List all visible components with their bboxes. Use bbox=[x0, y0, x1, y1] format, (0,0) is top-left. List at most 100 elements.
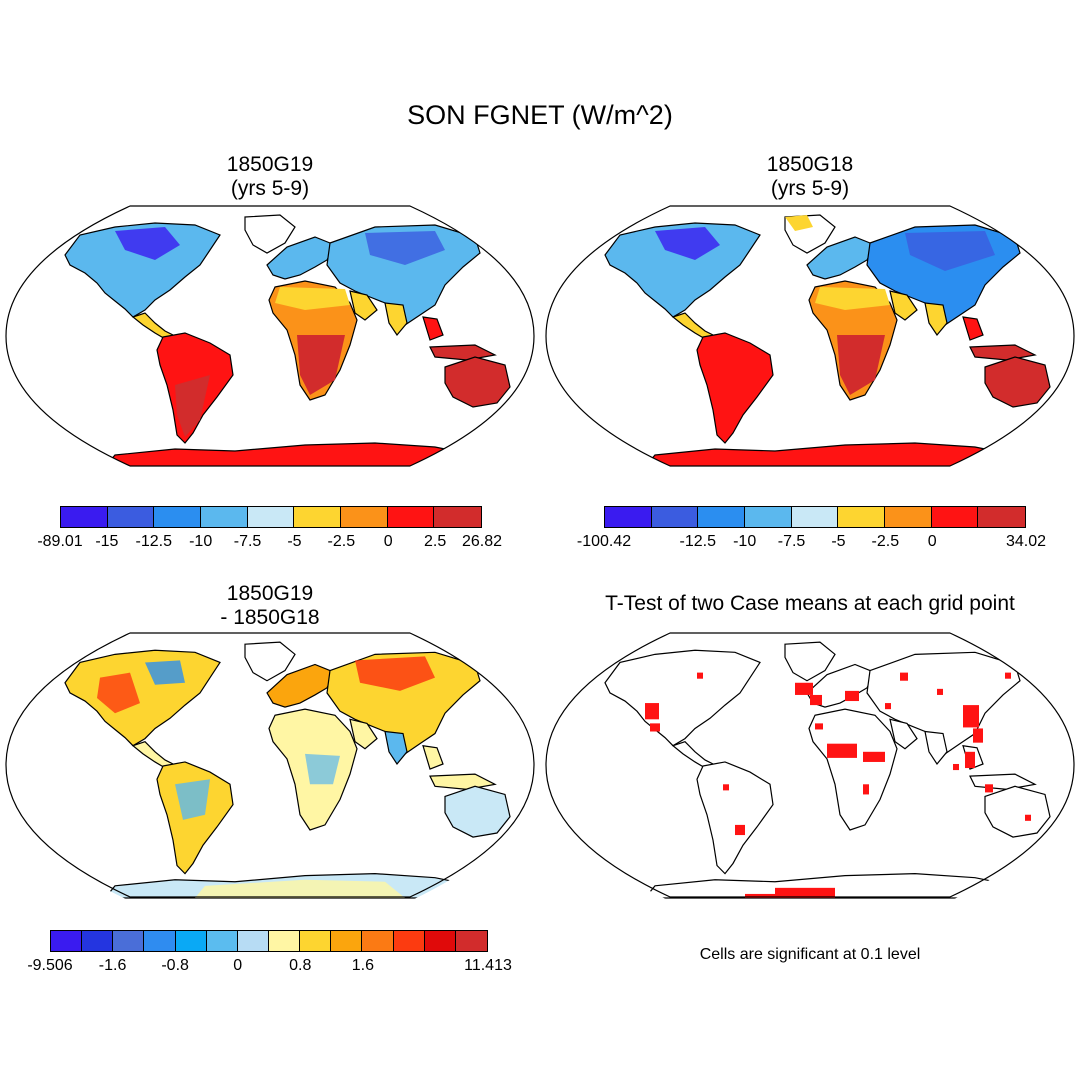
positive-anomaly bbox=[355, 656, 435, 691]
warm-region bbox=[837, 335, 885, 395]
colorbar-box bbox=[237, 931, 269, 951]
significant-cells bbox=[1005, 672, 1011, 679]
colorbar-label: 0 bbox=[233, 957, 243, 974]
landmass-arabia bbox=[889, 290, 918, 321]
landmass-greenland bbox=[244, 214, 296, 254]
colorbar-label: -5 bbox=[831, 533, 846, 550]
colorbar-box bbox=[144, 931, 176, 951]
colorbar-label: -7.5 bbox=[777, 533, 806, 550]
significant-cells bbox=[795, 682, 813, 695]
map-panel-difference bbox=[5, 632, 535, 899]
significant-cells bbox=[900, 672, 908, 681]
negative-anomaly bbox=[175, 779, 210, 820]
colorbar-box bbox=[605, 507, 652, 527]
colorbar-box bbox=[424, 931, 456, 951]
cold-region bbox=[655, 227, 720, 260]
significant-cells bbox=[963, 705, 979, 728]
colorbar-label: -1.6 bbox=[98, 957, 127, 974]
landmass-seasia bbox=[422, 744, 444, 770]
colorbar-box bbox=[331, 931, 363, 951]
colorbar-label: 2.5 bbox=[423, 533, 447, 550]
landmass-europe bbox=[266, 663, 336, 708]
significant-cells bbox=[973, 728, 983, 743]
landmass-europe bbox=[266, 236, 336, 280]
colorbar-box bbox=[175, 931, 207, 951]
panel-title-ttest: T-Test of two Case means at each grid po… bbox=[605, 592, 1015, 615]
panel-title-line1: 1850G18 bbox=[766, 153, 854, 176]
significant-cells bbox=[735, 824, 745, 836]
colorbar-label: -5 bbox=[287, 533, 302, 550]
colorbar-box bbox=[268, 931, 301, 951]
colorbar-box bbox=[82, 931, 114, 951]
landmass-europe bbox=[806, 663, 876, 708]
colorbar-1850g19: -89.01 -15 -12.5 -10 -7.5 -5 -2.5 0 2.5 26.82 bbox=[37, 506, 502, 556]
colorbar-box bbox=[885, 507, 932, 527]
colorbar-label: -2.5 bbox=[871, 533, 900, 550]
colorbar-box bbox=[651, 507, 699, 527]
colorbar-label: -10 bbox=[189, 533, 213, 550]
significant-cells bbox=[775, 887, 835, 898]
map-frame bbox=[5, 205, 535, 467]
warm-region bbox=[297, 335, 345, 395]
landmass-indonesia bbox=[429, 773, 497, 790]
map-frame bbox=[545, 205, 1075, 467]
colorbar-box bbox=[247, 507, 295, 527]
panel-title-difference: 1850G19 - 1850G18 bbox=[70, 582, 470, 630]
landmass-antarctica bbox=[103, 442, 487, 466]
colorbar-label: 0 bbox=[383, 533, 393, 550]
colorbar-label: -2.5 bbox=[327, 533, 356, 550]
significant-cells bbox=[965, 751, 975, 769]
significant-cells bbox=[810, 694, 822, 706]
landmass-africa bbox=[808, 708, 898, 831]
colorbar-box bbox=[978, 507, 1026, 527]
colorbar-box bbox=[206, 931, 238, 951]
colorbar-box bbox=[300, 931, 332, 951]
landmass-arabia bbox=[889, 718, 918, 750]
colorbar-label: -100.42 bbox=[576, 533, 632, 550]
landmass-india bbox=[384, 730, 408, 766]
significant-cells bbox=[863, 784, 869, 795]
landmass-samerica bbox=[696, 332, 774, 444]
colorbar-label: 1.6 bbox=[351, 957, 374, 974]
colorbar-box bbox=[362, 931, 394, 951]
landmass-arabia bbox=[349, 718, 378, 750]
warm-region bbox=[785, 215, 813, 231]
colorbar-box bbox=[791, 507, 839, 527]
landmass-arabia bbox=[349, 290, 378, 321]
colorbar-label: -12.5 bbox=[135, 533, 172, 550]
significant-cells bbox=[845, 690, 859, 702]
significance-note: Cells are significant at 0.1 level bbox=[699, 946, 921, 963]
colorbar-box bbox=[838, 507, 886, 527]
colorbar-box bbox=[294, 507, 342, 527]
colorbar-boxes bbox=[604, 506, 1026, 528]
colorbar-label: -7.5 bbox=[233, 533, 262, 550]
landmass-indonesia bbox=[429, 344, 497, 361]
colorbar-box bbox=[61, 507, 108, 527]
warm-region bbox=[275, 287, 350, 310]
panel-title-line1: 1850G19 bbox=[226, 153, 314, 176]
panel-title-line2: (yrs 5-9) bbox=[230, 177, 310, 200]
negative-anomaly bbox=[145, 660, 185, 685]
landmass-greenland bbox=[784, 641, 836, 682]
negative-anomaly bbox=[305, 753, 340, 785]
figure-title: SON FGNET (W/m^2) bbox=[407, 100, 673, 130]
landmass-australia bbox=[984, 785, 1051, 838]
colorbar-label: -89.01 bbox=[37, 533, 83, 550]
landmass-namerica bbox=[64, 222, 221, 318]
colorbar-label: -10 bbox=[733, 533, 757, 550]
panel-title-line2: - 1850G18 bbox=[220, 606, 320, 629]
significant-cells bbox=[815, 723, 823, 730]
landmass-namerica bbox=[604, 649, 761, 747]
landmass-australia bbox=[444, 356, 511, 408]
colorbar-box bbox=[387, 507, 435, 527]
colorbar-label: 34.02 bbox=[1005, 533, 1047, 550]
colorbar-box bbox=[113, 931, 145, 951]
significant-cells bbox=[885, 703, 891, 710]
colorbar-box bbox=[201, 507, 248, 527]
map-frame bbox=[5, 632, 535, 898]
colorbar-label: 0 bbox=[927, 533, 937, 550]
significant-cells bbox=[723, 784, 729, 791]
landmass-europe bbox=[806, 236, 876, 280]
significant-cells bbox=[985, 784, 993, 793]
landmass-antarctica bbox=[643, 442, 1027, 466]
